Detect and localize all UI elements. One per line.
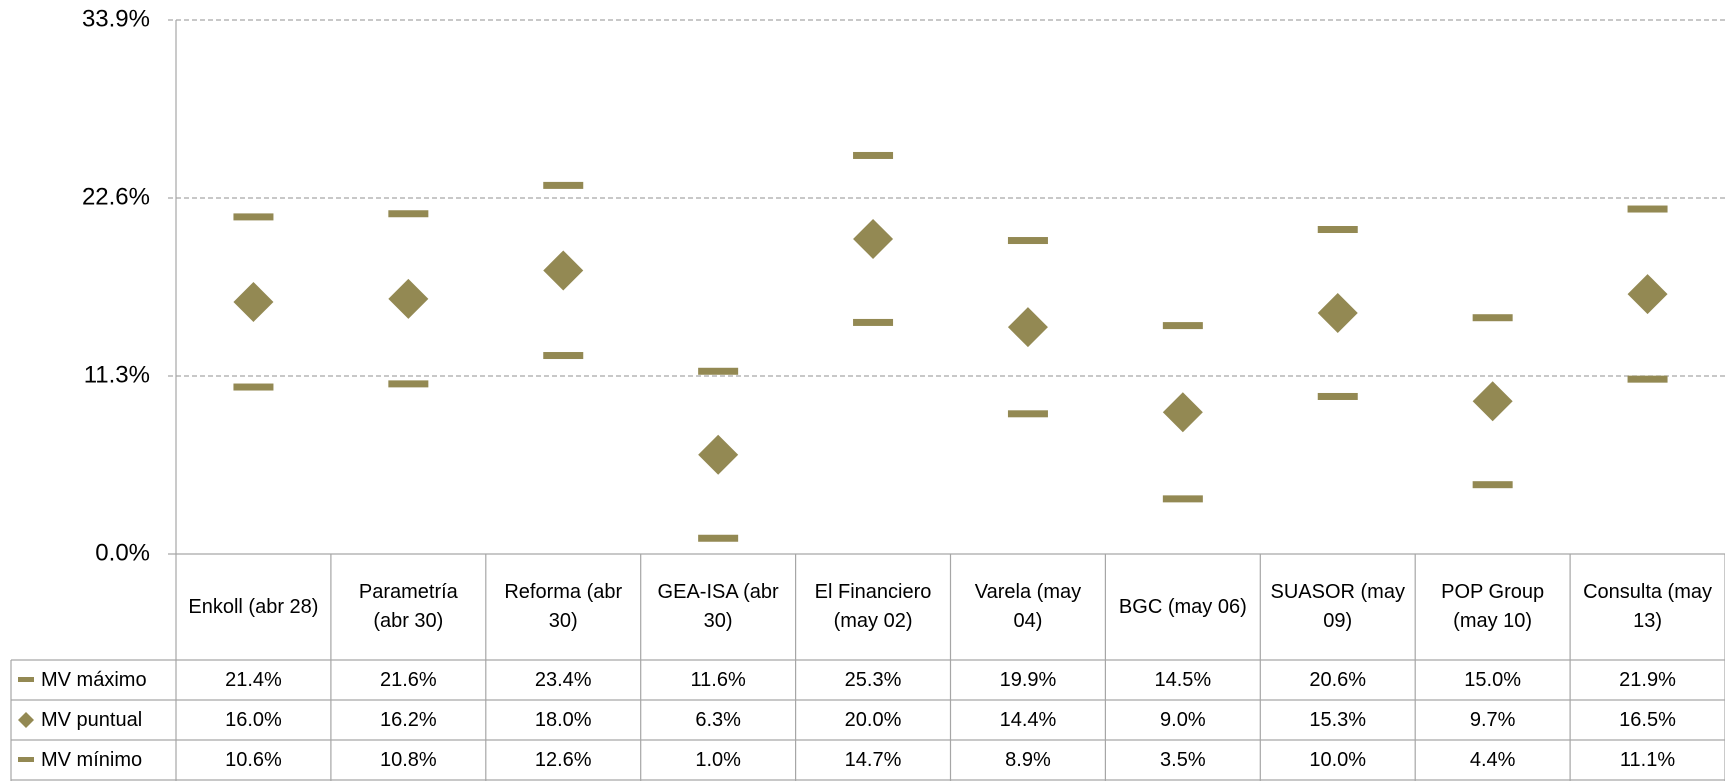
y-tick-label: 11.3% <box>84 361 150 388</box>
value-label: 11.6% <box>690 668 746 691</box>
legend-entry: MV máximo <box>11 660 176 700</box>
category-label: GEA-ISA (abr 30) <box>657 581 779 632</box>
value-label: 10.8% <box>379 748 437 771</box>
legend-label: MV puntual <box>41 708 143 731</box>
value-label: 12.6% <box>534 748 592 771</box>
value-label: 16.0% <box>225 708 282 731</box>
value-label: 6.3% <box>695 708 741 731</box>
legend-marker <box>18 712 34 728</box>
value-label: 9.0% <box>1160 708 1206 731</box>
value-label: 8.9% <box>1005 748 1051 771</box>
diamond-marker <box>1162 392 1203 433</box>
value-label: 15.3% <box>1309 708 1367 731</box>
dash-marker <box>1472 481 1513 489</box>
diamond-marker <box>1317 292 1358 333</box>
y-tick-label: 22.6% <box>82 183 150 210</box>
category-label: Consulta (may 13) <box>1583 581 1712 632</box>
value-label: 20.0% <box>844 708 902 731</box>
value-label: 21.9% <box>1619 668 1676 691</box>
diamond-marker <box>233 281 274 322</box>
diamond-marker <box>388 278 429 319</box>
value-label: 10.6% <box>225 748 282 771</box>
dash-marker <box>853 151 894 159</box>
value-label: 14.5% <box>1154 668 1212 691</box>
category-label: Parametría (abr 30) <box>358 581 458 632</box>
dash-marker <box>1627 375 1668 383</box>
y-tick-label: 33.9% <box>82 5 150 32</box>
category-label: BGC (may 06) <box>1118 595 1247 618</box>
value-label: 16.5% <box>1619 708 1676 731</box>
legend-entry: MV puntual <box>11 700 176 740</box>
dash-marker <box>698 367 739 375</box>
category-label: Reforma (abr 30) <box>504 581 623 632</box>
dash-marker <box>233 383 274 391</box>
dash-marker <box>1007 410 1048 418</box>
dash-marker <box>853 318 894 326</box>
category-label: El Financiero (may 02) <box>814 581 932 632</box>
value-label: 1.0% <box>695 748 741 771</box>
dash-marker <box>1627 205 1668 213</box>
category-label: Enkoll (abr 28) <box>188 595 319 618</box>
value-label: 23.4% <box>534 668 592 691</box>
legend-marker <box>18 757 34 762</box>
legend-entry: MV mínimo <box>11 740 176 780</box>
dash-marker <box>233 213 274 221</box>
value-label: 19.9% <box>999 668 1057 691</box>
dash-marker <box>1472 314 1513 322</box>
value-label: 21.6% <box>379 668 437 691</box>
value-label: 15.0% <box>1464 668 1521 691</box>
legend-label: MV máximo <box>41 668 147 691</box>
value-label: 16.2% <box>379 708 437 731</box>
value-label: 25.3% <box>844 668 902 691</box>
diamond-marker <box>543 250 584 291</box>
value-label: 21.4% <box>225 668 282 691</box>
value-label: 3.5% <box>1160 748 1206 771</box>
dash-marker <box>1162 322 1203 330</box>
value-label: 10.0% <box>1309 748 1367 771</box>
dash-marker <box>1007 237 1048 245</box>
value-label: 11.1% <box>1619 748 1676 771</box>
category-label: SUASOR (may 09) <box>1270 581 1405 632</box>
dash-marker <box>543 352 584 360</box>
category-label: Varela (may 04) <box>974 581 1082 632</box>
y-tick-label: 0.0% <box>95 539 150 566</box>
dash-marker <box>543 181 584 189</box>
dash-marker <box>1317 226 1358 234</box>
dash-marker <box>698 534 739 542</box>
diamond-marker <box>853 218 894 259</box>
diamond-marker <box>1472 381 1513 422</box>
value-label: 14.7% <box>844 748 902 771</box>
legend-label: MV mínimo <box>41 748 143 771</box>
value-label: 14.4% <box>999 708 1057 731</box>
value-label: 9.7% <box>1469 708 1516 731</box>
diamond-marker <box>1007 307 1048 348</box>
diamond-marker <box>698 434 739 475</box>
value-label: 20.6% <box>1309 668 1367 691</box>
value-label: 4.4% <box>1469 748 1516 771</box>
dash-marker <box>1317 392 1358 400</box>
category-label: POP Group (may 10) <box>1441 581 1545 632</box>
legend-marker <box>18 677 34 682</box>
dash-marker <box>388 210 429 218</box>
value-label: 18.0% <box>534 708 592 731</box>
dash-marker <box>388 380 429 388</box>
diamond-marker <box>1627 274 1668 315</box>
dash-marker <box>1162 495 1203 503</box>
